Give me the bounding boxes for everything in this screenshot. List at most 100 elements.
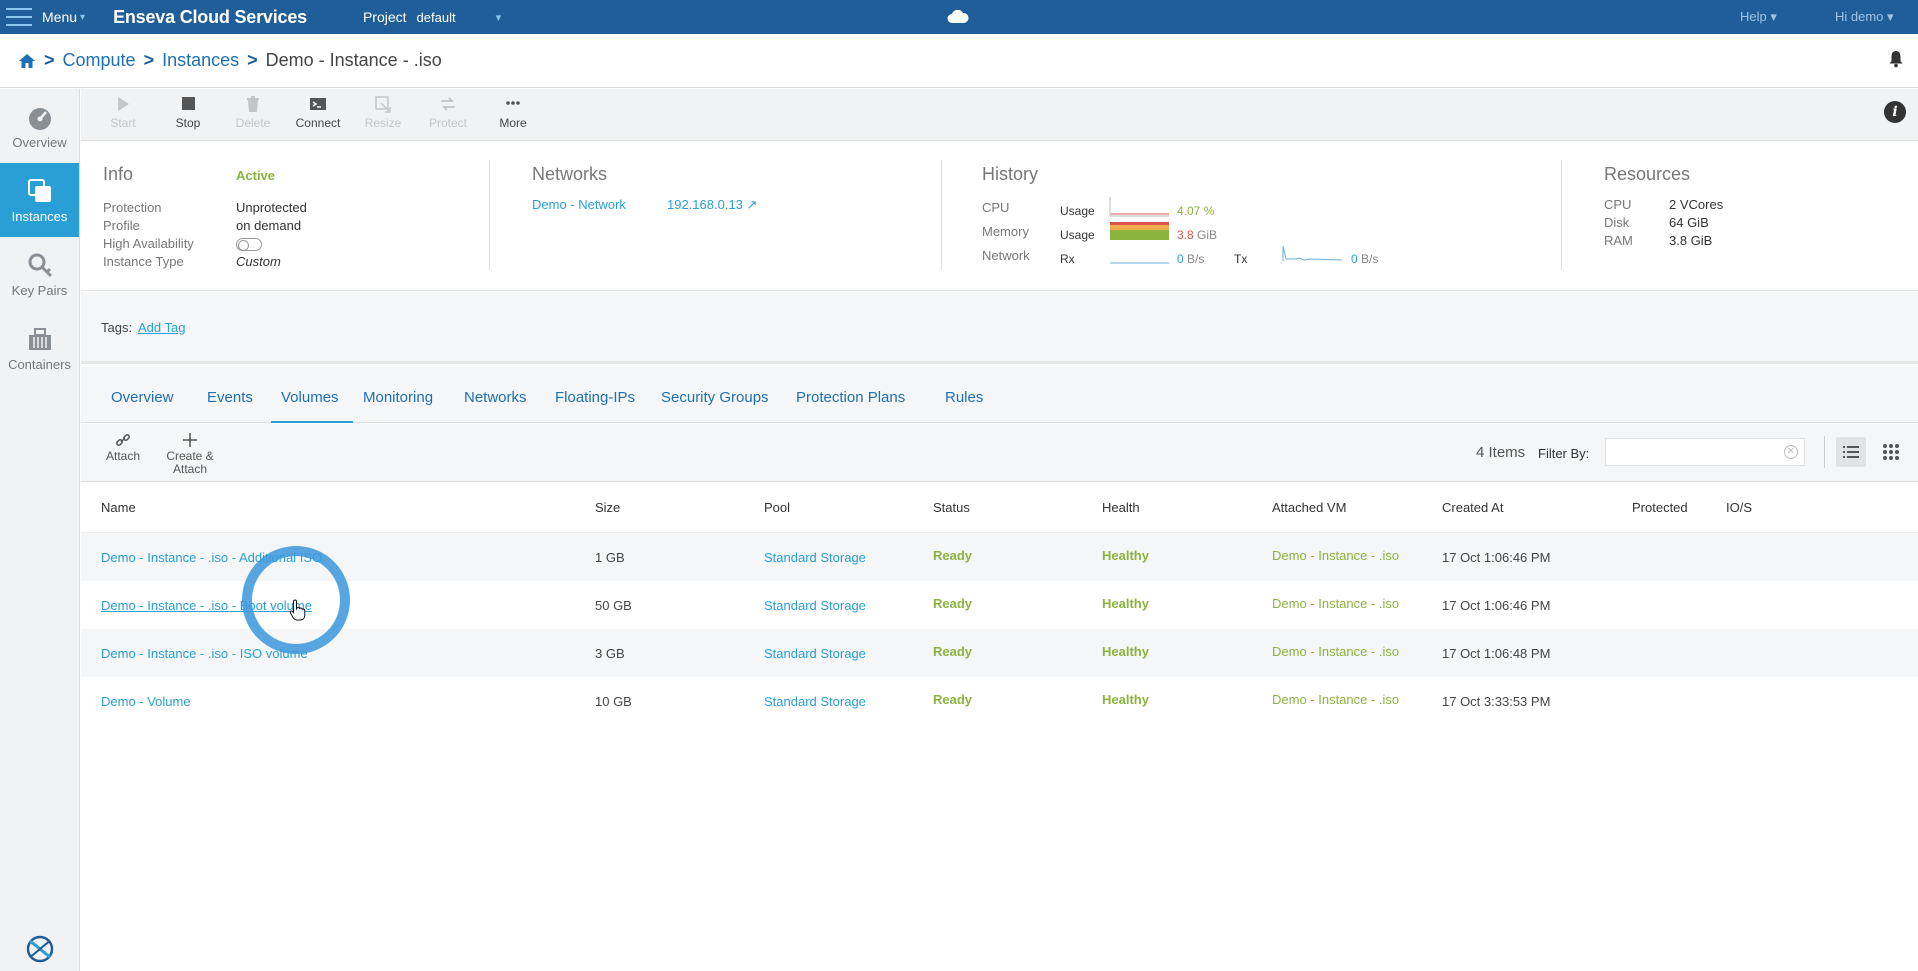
memory-label: Memory xyxy=(982,224,1029,239)
breadcrumb-instances[interactable]: Instances xyxy=(162,50,240,70)
breadcrumb-separator: > xyxy=(143,50,155,70)
resize-button[interactable]: Resize xyxy=(353,95,413,130)
volume-name-link[interactable]: Demo - Volume xyxy=(101,694,191,709)
tab-security-groups[interactable]: Security Groups xyxy=(661,389,769,406)
clear-filter-icon[interactable]: ✕ xyxy=(1784,445,1798,459)
volume-pool-link[interactable]: Standard Storage xyxy=(764,550,866,565)
column-header-name[interactable]: Name xyxy=(101,500,136,515)
tab-monitoring[interactable]: Monitoring xyxy=(363,389,434,406)
column-header-created-at[interactable]: Created At xyxy=(1442,500,1504,515)
attached-vm-link[interactable]: Demo - Instance - .iso xyxy=(1272,596,1400,611)
volume-status: Ready xyxy=(933,644,973,659)
volumes-table: Name Size Pool Status Health Attached VM… xyxy=(81,483,1918,725)
volume-pool-link[interactable]: Standard Storage xyxy=(764,598,866,613)
attached-vm-link[interactable]: Demo - Instance - .iso xyxy=(1272,644,1400,659)
volume-name-link[interactable]: Demo - Instance - .iso - ISO volume xyxy=(101,646,308,661)
more-button[interactable]: More xyxy=(483,95,543,130)
menu-button[interactable]: Menu xyxy=(42,9,78,25)
ip-address: 192.168.0.13 xyxy=(667,197,743,212)
network-link[interactable]: Demo - Network xyxy=(532,197,626,212)
attached-vm-link[interactable]: Demo - Instance - .iso xyxy=(1272,692,1400,707)
grid-view-button[interactable] xyxy=(1876,437,1906,467)
filter-input[interactable] xyxy=(1605,438,1805,466)
resource-ram-value: 3.8 GiB xyxy=(1669,233,1713,248)
volumes-toolbar: Attach Create & Attach 4 Items Filter By… xyxy=(81,424,1918,482)
sidebar-item-instances[interactable]: Instances xyxy=(0,163,79,237)
profile-label: Profile xyxy=(103,218,140,233)
chevron-down-icon[interactable]: ▾ xyxy=(495,11,502,24)
list-view-button[interactable] xyxy=(1836,437,1866,467)
tab-events[interactable]: Events xyxy=(207,389,253,406)
table-row[interactable]: Demo - Instance - .iso - ISO volume 3 GB… xyxy=(81,629,1918,677)
sidebar-item-overview[interactable]: Overview xyxy=(0,89,79,163)
volume-created-at: 17 Oct 3:33:53 PM xyxy=(1442,694,1551,709)
column-header-status[interactable]: Status xyxy=(933,500,970,515)
ha-label: High Availability xyxy=(103,236,194,251)
external-link-icon: ↗ xyxy=(746,197,758,212)
protect-button[interactable]: Protect xyxy=(418,95,478,130)
create-attach-label-line1: Create & xyxy=(166,449,214,463)
trash-icon xyxy=(247,96,259,112)
column-header-iops[interactable]: IO/S xyxy=(1726,500,1753,515)
tab-overview[interactable]: Overview xyxy=(111,389,174,406)
ip-link[interactable]: 192.168.0.13 ↗ xyxy=(667,197,757,213)
help-menu[interactable]: Help ▾ xyxy=(1740,9,1777,24)
volume-name-link[interactable]: Demo - Instance - .iso - Additional ISO xyxy=(101,550,323,565)
column-header-size[interactable]: Size xyxy=(595,500,621,515)
delete-button[interactable]: Delete xyxy=(223,95,283,130)
volume-pool-link[interactable]: Standard Storage xyxy=(764,694,866,709)
divider xyxy=(1824,436,1825,468)
tab-floating-ips[interactable]: Floating-IPs xyxy=(555,389,636,406)
create-attach-label-line2: Attach xyxy=(172,462,208,476)
list-view-icon xyxy=(1843,446,1859,458)
instance-type-value: Custom xyxy=(236,254,281,269)
play-icon xyxy=(118,97,129,111)
protection-value: Unprotected xyxy=(236,200,307,215)
tab-rules[interactable]: Rules xyxy=(945,389,984,406)
add-tag-link[interactable]: Add Tag xyxy=(138,320,186,335)
ha-toggle[interactable] xyxy=(236,238,262,251)
table-row[interactable]: Demo - Volume 10 GB Standard Storage Rea… xyxy=(81,677,1918,725)
column-header-pool[interactable]: Pool xyxy=(764,500,791,515)
chevron-down-icon: ▾ xyxy=(80,11,86,23)
sidebar-item-label: Containers xyxy=(8,356,71,372)
breadcrumb-compute[interactable]: Compute xyxy=(62,50,136,70)
column-header-health[interactable]: Health xyxy=(1102,500,1140,515)
volume-name-link[interactable]: Demo - Instance - .iso - Boot volume xyxy=(101,598,312,613)
dashboard-icon xyxy=(28,107,51,130)
volume-pool-link[interactable]: Standard Storage xyxy=(764,646,866,661)
profile-value: on demand xyxy=(236,218,302,233)
more-label: More xyxy=(499,116,527,130)
tab-protection-plans[interactable]: Protection Plans xyxy=(796,389,906,406)
info-icon[interactable]: i xyxy=(1884,101,1906,123)
cpu-usage-label: Usage xyxy=(1060,204,1095,218)
create-attach-button[interactable]: Create & Attach xyxy=(160,432,220,476)
sidebar-item-label: Overview xyxy=(12,134,67,150)
column-header-attached-vm[interactable]: Attached VM xyxy=(1272,500,1347,515)
memory-usage-label: Usage xyxy=(1060,228,1095,242)
notification-bell-icon[interactable] xyxy=(1888,50,1904,68)
tab-volumes[interactable]: Volumes xyxy=(281,389,339,406)
project-select[interactable]: default xyxy=(416,9,456,25)
hamburger-menu-icon[interactable] xyxy=(6,8,32,26)
project-label: Project xyxy=(362,9,407,25)
attached-vm-link[interactable]: Demo - Instance - .iso xyxy=(1272,548,1400,563)
divider xyxy=(941,160,942,270)
volume-status: Ready xyxy=(933,692,973,707)
home-icon[interactable] xyxy=(18,52,36,70)
sidebar-item-key-pairs[interactable]: Key Pairs xyxy=(0,237,79,311)
sidebar-item-containers[interactable]: Containers xyxy=(0,311,79,385)
table-row[interactable]: Demo - Instance - .iso - Additional ISO … xyxy=(81,533,1918,581)
attach-button[interactable]: Attach xyxy=(101,432,145,463)
resource-disk-value: 64 GiB xyxy=(1669,215,1709,230)
start-button[interactable]: Start xyxy=(93,95,153,130)
table-row[interactable]: Demo - Instance - .iso - Boot volume 50 … xyxy=(81,581,1918,629)
stop-button[interactable]: Stop xyxy=(158,95,218,130)
delete-label: Delete xyxy=(235,116,271,130)
cpu-label: CPU xyxy=(982,200,1010,215)
column-header-protected[interactable]: Protected xyxy=(1632,500,1688,515)
user-menu[interactable]: Hi demo ▾ xyxy=(1835,9,1894,24)
connect-button[interactable]: Connect xyxy=(288,95,348,130)
filter-label: Filter By: xyxy=(1538,446,1590,461)
tab-networks[interactable]: Networks xyxy=(464,389,527,406)
